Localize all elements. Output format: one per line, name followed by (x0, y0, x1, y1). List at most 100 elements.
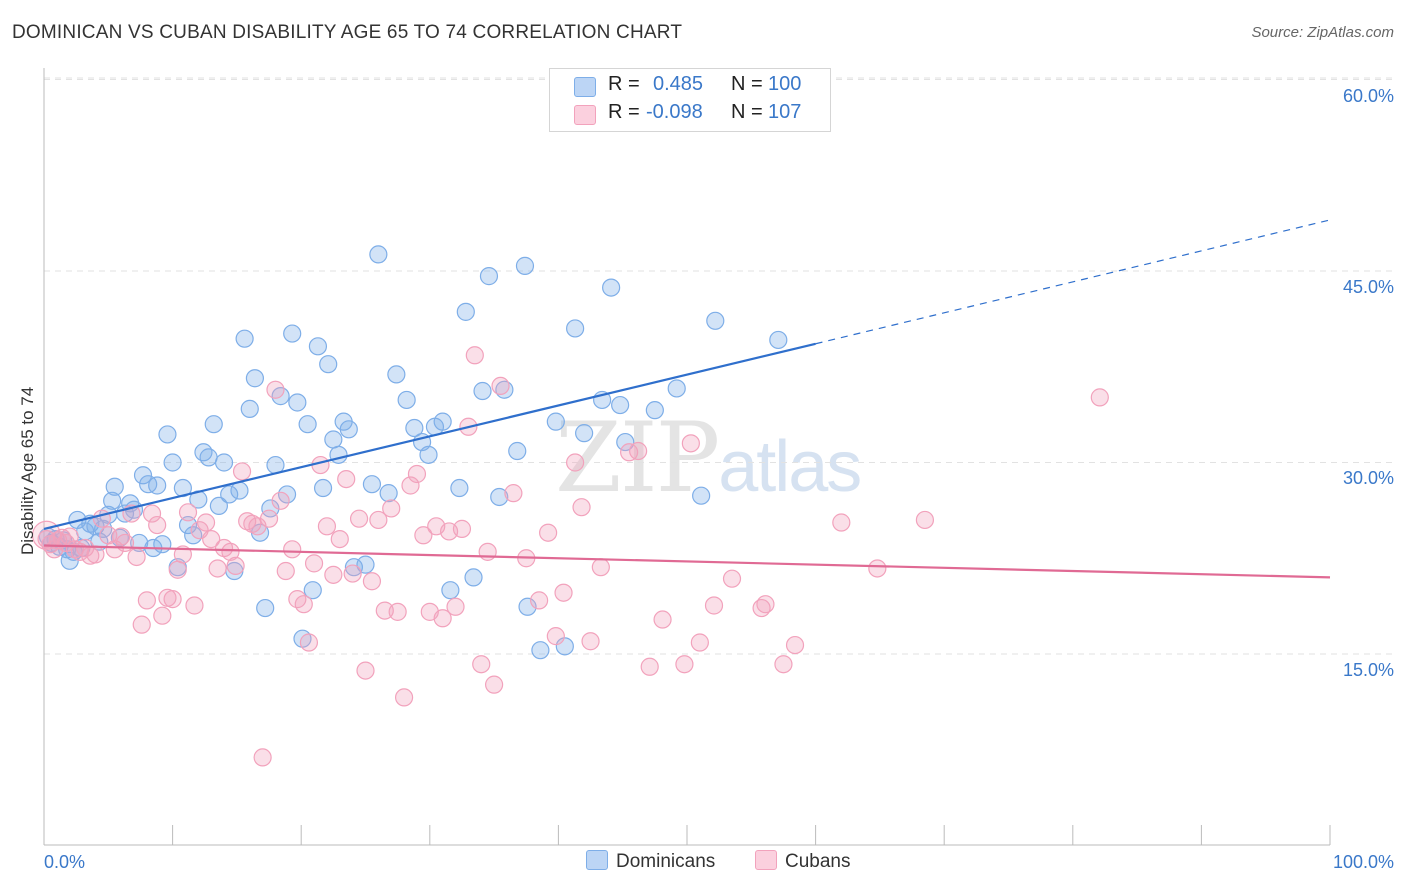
data-point (243, 514, 262, 533)
data-point (330, 529, 349, 549)
data-point (148, 476, 167, 495)
data-point (221, 542, 240, 561)
data-point (640, 657, 659, 676)
y-tick-label: 30.0% (1342, 468, 1394, 488)
data-point (103, 491, 122, 510)
data-point (226, 556, 245, 576)
data-point (214, 453, 234, 472)
data-point (915, 510, 935, 530)
chart-title: DOMINICAN VS CUBAN DISABILITY AGE 65 TO … (12, 22, 683, 43)
data-point (133, 466, 153, 485)
r-label: R = (608, 73, 640, 95)
data-point (317, 517, 337, 536)
data-point (356, 661, 375, 680)
data-point (153, 606, 172, 625)
data-point (868, 559, 887, 578)
data-point (238, 512, 257, 531)
data-point (308, 337, 328, 356)
data-point (163, 590, 182, 609)
data-point (362, 475, 382, 494)
r-value: 0.485 (653, 73, 704, 95)
r-value: -0.098 (646, 101, 703, 123)
data-point (465, 346, 484, 365)
data-point (518, 597, 537, 616)
data-point (394, 688, 414, 707)
data-point (397, 390, 416, 410)
x-tick-label: 100.0% (1332, 852, 1394, 872)
y-axis-label: Disability Age 65 to 74 (18, 386, 37, 555)
data-point (629, 441, 648, 461)
data-point (60, 551, 79, 570)
data-point (555, 637, 574, 656)
data-point (271, 491, 290, 510)
data-point (446, 597, 465, 616)
data-point (204, 415, 223, 434)
data-point (259, 509, 279, 528)
data-point (148, 515, 167, 535)
data-point (115, 533, 135, 553)
data-point (220, 485, 239, 504)
axes (43, 68, 1331, 846)
data-point (253, 748, 272, 767)
data-point (530, 591, 549, 610)
data-point (490, 487, 509, 507)
dominicans-legend-swatch (586, 850, 608, 870)
data-point (324, 565, 343, 584)
data-point (127, 547, 146, 567)
data-point (464, 568, 483, 587)
data-point (667, 379, 686, 398)
n-value: 100 (768, 73, 802, 95)
data-point (163, 453, 182, 472)
x-tick-label: 0.0% (44, 852, 86, 872)
stats-row-dominicans: R = 0.485 N = 100 (550, 73, 830, 101)
data-point (245, 369, 265, 388)
data-point (349, 509, 369, 528)
data-point (575, 424, 594, 443)
data-point (362, 572, 382, 591)
data-point (485, 675, 504, 694)
cubans-swatch (574, 105, 596, 125)
data-point (382, 499, 401, 518)
data-point (298, 415, 317, 434)
data-point (491, 376, 510, 395)
data-point (452, 519, 472, 538)
data-point (546, 627, 565, 646)
legend-label: Dominicans (616, 851, 716, 872)
data-point (168, 560, 187, 579)
cubans-legend-swatch (755, 850, 777, 870)
data-point (675, 655, 694, 674)
data-point (472, 655, 491, 674)
data-point (441, 581, 460, 600)
data-point (288, 393, 307, 412)
data-point (379, 484, 398, 503)
data-point (785, 635, 805, 655)
watermark-atlas: atlas (718, 427, 862, 507)
data-point (388, 602, 407, 621)
data-point (266, 380, 285, 399)
data-point (194, 443, 213, 462)
y-tick-label: 60.0% (1342, 86, 1394, 106)
n-value: 107 (768, 101, 802, 123)
data-point (692, 486, 711, 505)
data-point (508, 441, 527, 461)
cubans-trend-line (43, 544, 1331, 579)
gridlines (44, 77, 1392, 655)
data-point (202, 529, 221, 549)
data-point (343, 564, 362, 583)
data-point (132, 615, 151, 634)
data-point (105, 477, 124, 496)
data-point (515, 256, 535, 275)
data-point (178, 503, 198, 522)
data-point (142, 504, 162, 523)
data-point (303, 581, 322, 600)
y-tick-label: 15.0% (1342, 660, 1394, 680)
data-point (433, 412, 452, 431)
data-point (419, 445, 438, 464)
data-point (230, 481, 249, 500)
data-point (369, 510, 388, 530)
y-tick-label: 45.0% (1342, 277, 1394, 297)
dominicans-trend-extension (815, 219, 1331, 345)
source-label: Source: ZipAtlas.com (1251, 24, 1394, 41)
data-point (706, 311, 725, 330)
data-point (546, 412, 565, 431)
